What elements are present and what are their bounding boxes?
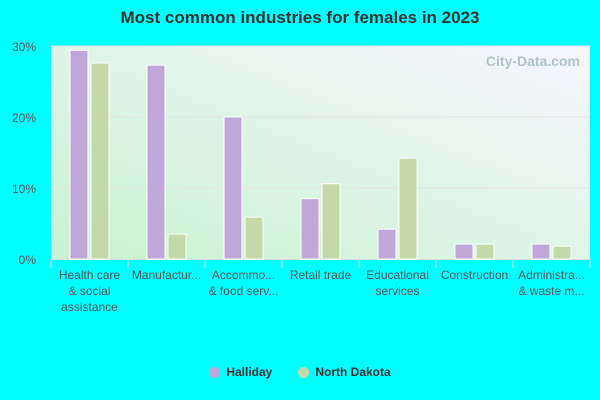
bar-halliday (146, 64, 166, 260)
bar-north-dakota (552, 245, 572, 260)
x-category-label: assistance (61, 300, 118, 314)
legend-item: North Dakota (298, 365, 391, 379)
legend-swatch (298, 366, 310, 378)
x-category-label: & waste m... (518, 284, 584, 298)
bar-north-dakota (398, 157, 418, 260)
x-category-label: Construction (441, 268, 508, 282)
plot-area (51, 46, 590, 259)
x-category-label: Health care (59, 268, 121, 282)
bar-halliday (531, 243, 551, 260)
bar-halliday (377, 228, 397, 260)
x-category-label: Retail trade (290, 268, 352, 282)
y-tick-label: 30% (12, 40, 36, 54)
bar-halliday (454, 243, 474, 260)
bar-north-dakota (475, 243, 495, 260)
legend-item: Halliday (209, 365, 272, 379)
x-category-label: & food serv... (209, 284, 279, 298)
x-category-label: & social (68, 284, 110, 298)
bar-halliday (300, 198, 320, 260)
x-category-label: Accommo... (212, 268, 275, 282)
x-category-label: services (375, 284, 419, 298)
x-category-label: Administra... (518, 268, 585, 282)
bar-north-dakota (321, 183, 341, 260)
bar-north-dakota (244, 216, 264, 260)
bar-halliday (223, 116, 243, 260)
legend-swatch (209, 366, 221, 378)
y-tick-label: 20% (12, 111, 36, 125)
y-tick-label: 0% (19, 253, 37, 267)
bar-north-dakota (167, 233, 187, 260)
y-tick-label: 10% (12, 182, 36, 196)
legend-label: North Dakota (315, 365, 391, 379)
x-category-label: Educational (366, 268, 429, 282)
bar-halliday (69, 49, 89, 260)
x-category-label: Manufactur... (132, 268, 201, 282)
bar-north-dakota (90, 62, 110, 260)
chart-title: Most common industries for females in 20… (120, 8, 480, 27)
legend: Halliday North Dakota (0, 365, 600, 379)
legend-label: Halliday (226, 365, 273, 379)
watermark: City-Data.com (486, 53, 580, 69)
